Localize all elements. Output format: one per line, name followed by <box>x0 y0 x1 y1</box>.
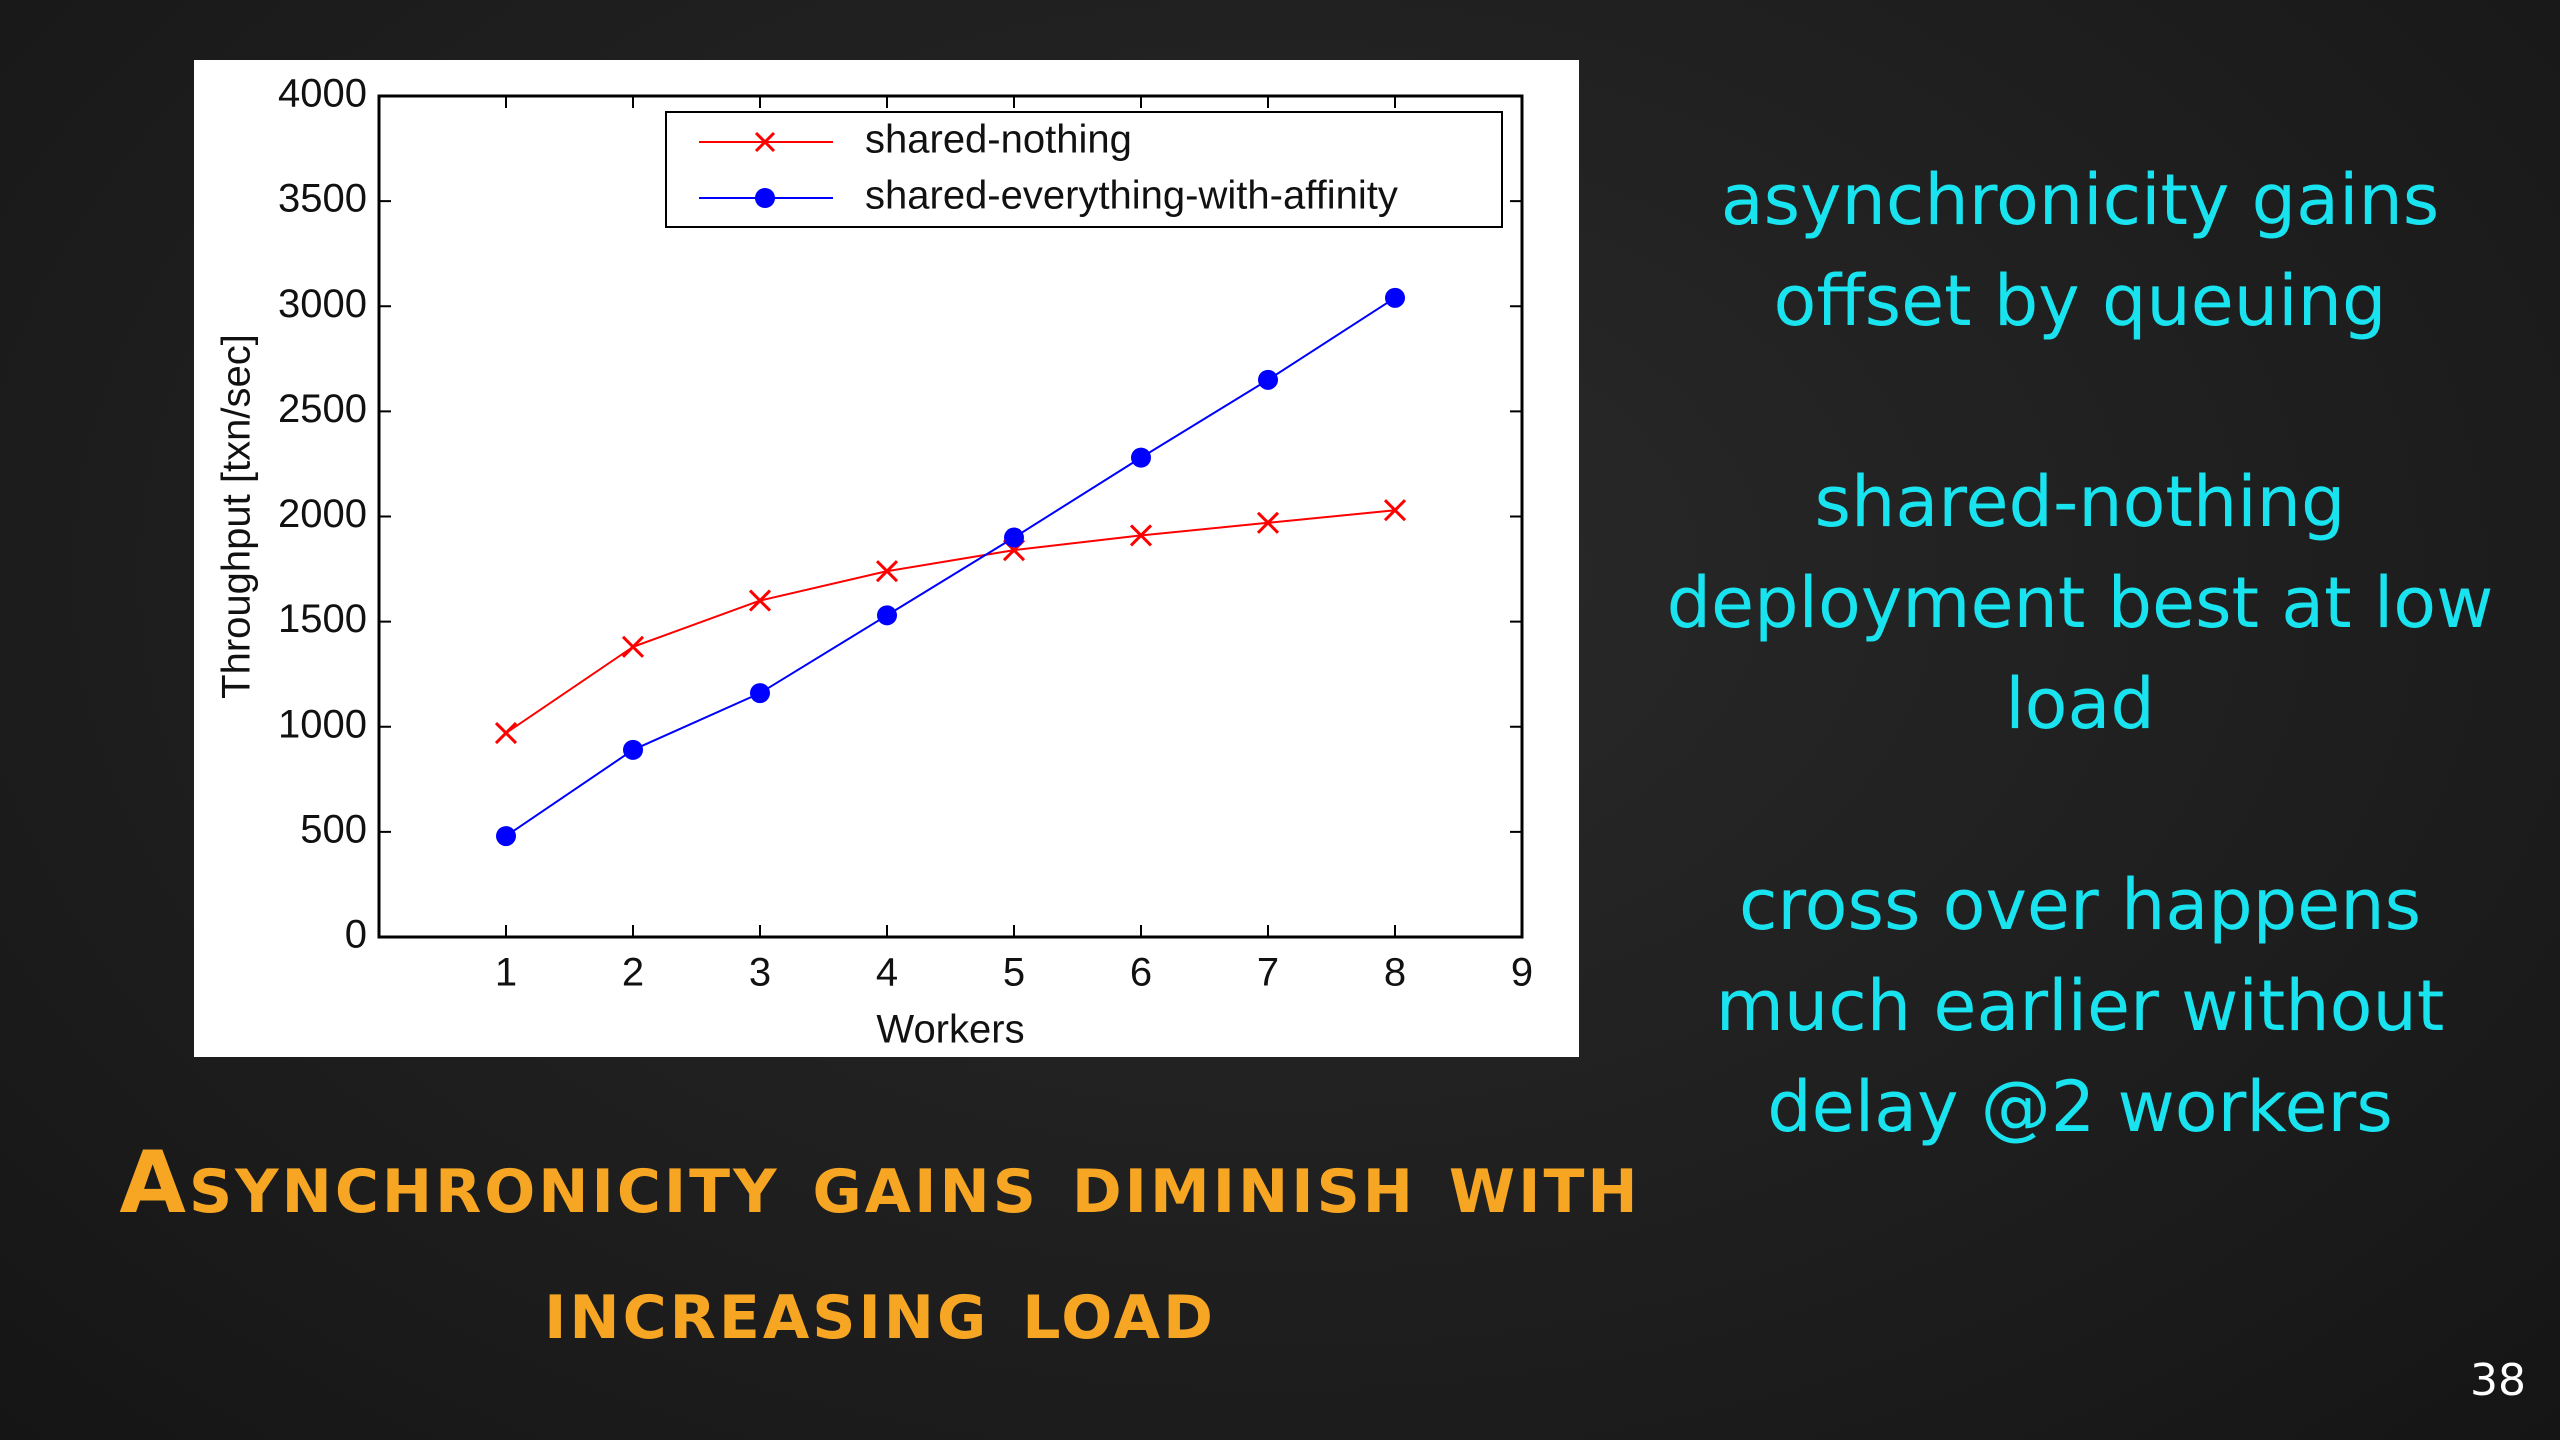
marker-stroke <box>748 589 772 612</box>
y-tick-label: 3500 <box>278 177 367 221</box>
legend-label: shared-everything-with-affinity <box>865 174 1398 218</box>
notes: asynchronicity gains offset by queuing s… <box>1650 150 2510 1258</box>
data-point <box>621 635 645 658</box>
note: cross over happens much earlier without … <box>1715 864 2445 1148</box>
data-point <box>1258 369 1278 390</box>
legend-marker <box>754 131 776 153</box>
data-point <box>1004 527 1024 548</box>
marker-stroke <box>494 721 518 745</box>
data-point <box>1256 511 1280 534</box>
marker-stroke <box>621 635 645 658</box>
x-axis-label: Workers <box>876 1008 1024 1052</box>
data-point <box>623 739 643 760</box>
y-tick-label: 3000 <box>278 282 367 326</box>
x-tick-label: 8 <box>1384 951 1406 995</box>
legend-marker <box>755 188 775 208</box>
marker-stroke <box>875 560 899 583</box>
x-tick-label: 6 <box>1130 951 1152 995</box>
data-point <box>1385 287 1405 308</box>
legend-box <box>665 111 1503 228</box>
data-point <box>1131 447 1151 468</box>
y-tick-label: 500 <box>300 807 367 851</box>
y-tick-label: 4000 <box>278 72 367 116</box>
slide-heading: Asynchronicity gains diminish with incre… <box>119 1133 1641 1359</box>
marker-stroke <box>1256 511 1280 534</box>
x-tick-label: 7 <box>1257 951 1279 995</box>
data-point <box>496 826 516 847</box>
x-tick-label: 4 <box>876 951 898 995</box>
data-point <box>877 605 897 626</box>
y-tick-label: 2500 <box>278 387 367 431</box>
data-point <box>748 589 772 612</box>
data-point <box>750 683 770 704</box>
legend-label: shared-nothing <box>865 118 1132 162</box>
x-tick-label: 9 <box>1511 951 1533 995</box>
y-tick-label: 2000 <box>278 492 367 536</box>
y-axis-label: Throughput [txn/sec] <box>215 334 259 699</box>
x-tick-label: 2 <box>622 951 644 995</box>
y-tick-label: 1500 <box>278 597 367 641</box>
series-line <box>505 296 1396 837</box>
x-tick-label: 5 <box>1003 951 1025 995</box>
chart: 0 500 1000 1500 2000 2500 3000 3500 4000 1 2 3 4 5 6 7 8… <box>194 60 1579 1057</box>
y-tick-label: 1000 <box>278 702 367 746</box>
note: shared-nothing deployment best at low lo… <box>1666 461 2494 745</box>
y-tick-label: 0 <box>345 913 367 957</box>
page-number: 38 <box>2470 1355 2526 1406</box>
data-point <box>1383 499 1407 522</box>
data-point <box>875 560 899 583</box>
marker-stroke <box>1129 524 1153 547</box>
note: asynchronicity gains offset by queuing <box>1720 159 2440 342</box>
marker-stroke <box>1383 499 1407 522</box>
data-point <box>494 721 518 745</box>
x-tick-label: 1 <box>495 951 517 995</box>
data-point <box>1129 524 1153 547</box>
series-line <box>505 509 1396 734</box>
x-tick-label: 3 <box>749 951 771 995</box>
